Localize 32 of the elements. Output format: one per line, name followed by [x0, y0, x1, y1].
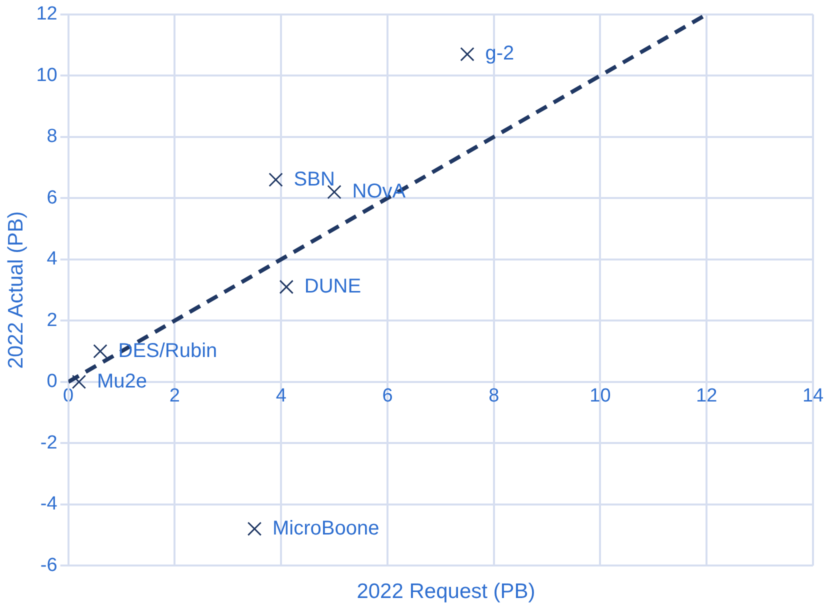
point [460, 47, 474, 62]
point [268, 172, 283, 187]
point [327, 184, 342, 200]
y-axis-title: 2022 Actual (PB) [4, 211, 28, 369]
x-tick-label: 10 [590, 386, 611, 406]
y-tick-label: 4 [46, 248, 58, 270]
annotation: g-2 [485, 42, 514, 65]
y-tick-label: -2 [40, 432, 58, 454]
y-tick-label: 0 [46, 371, 58, 392]
point [279, 280, 294, 294]
x-tick-label: 14 [802, 386, 824, 406]
annotation: DUNE [304, 275, 362, 298]
x-tick-label: 2 [169, 386, 180, 406]
y-tick-label: -4 [40, 494, 58, 515]
x-tick-label: 12 [696, 386, 718, 406]
y-tick-label: 10 [36, 64, 58, 86]
y-tick-label: -6 [40, 554, 58, 576]
x-axis-title: 2022 Request (PB) [356, 580, 536, 604]
point [72, 374, 86, 389]
y-tick-label: 6 [46, 187, 58, 208]
x-tick-label: 4 [276, 386, 287, 406]
y-tick-label: 8 [46, 126, 58, 148]
point [247, 522, 262, 536]
annotation: DES/Rubin [118, 340, 218, 362]
annotation: Mu2e [96, 370, 148, 392]
x-tick-label: 8 [488, 386, 500, 406]
annotation: SBN [294, 168, 335, 190]
point [93, 344, 108, 358]
annotation: MicroBoone [272, 517, 380, 540]
y-tick-label: 12 [36, 4, 58, 25]
y-tick-label: 2 [46, 310, 58, 331]
x-tick-label: 6 [382, 386, 393, 406]
